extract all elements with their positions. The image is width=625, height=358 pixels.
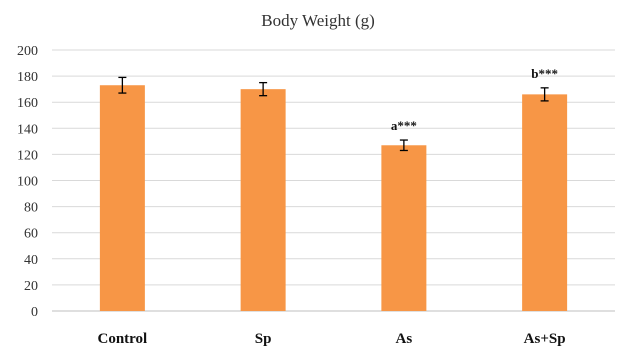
y-tick-label: 100 [17, 175, 38, 190]
error-bar [118, 76, 127, 94]
significance-label: b*** [531, 66, 558, 81]
y-tick-label: 200 [17, 44, 38, 59]
y-tick-label: 40 [24, 253, 38, 268]
x-category-label: Sp [255, 331, 272, 347]
x-category-label: As+Sp [524, 331, 566, 347]
x-axis-categories: Control Sp As As+Sp [98, 331, 566, 347]
x-category-label: Control [98, 331, 148, 347]
y-tick-label: 140 [17, 122, 38, 137]
error-bar [259, 81, 268, 97]
error-bar [540, 87, 549, 102]
bars [99, 85, 568, 312]
y-axis-ticks: 0 20 40 60 80 100 120 140 160 180 200 [17, 44, 38, 320]
x-category-label: As [396, 331, 413, 347]
y-tick-label: 180 [17, 70, 38, 85]
bar [522, 94, 568, 312]
y-tick-label: 20 [24, 279, 38, 294]
y-tick-label: 0 [31, 305, 38, 320]
bar [381, 145, 427, 311]
significance-label: a*** [391, 118, 417, 133]
error-bar [399, 139, 408, 152]
gridlines [52, 49, 615, 312]
bar [99, 85, 145, 311]
chart-title: Body Weight (g) [261, 11, 375, 30]
bar [240, 89, 286, 312]
y-tick-label: 60 [24, 227, 38, 242]
y-tick-label: 80 [24, 201, 38, 216]
y-tick-label: 120 [17, 148, 38, 163]
y-tick-label: 160 [17, 96, 38, 111]
annotations: a*** b*** [391, 66, 558, 133]
error-bars [118, 76, 549, 152]
